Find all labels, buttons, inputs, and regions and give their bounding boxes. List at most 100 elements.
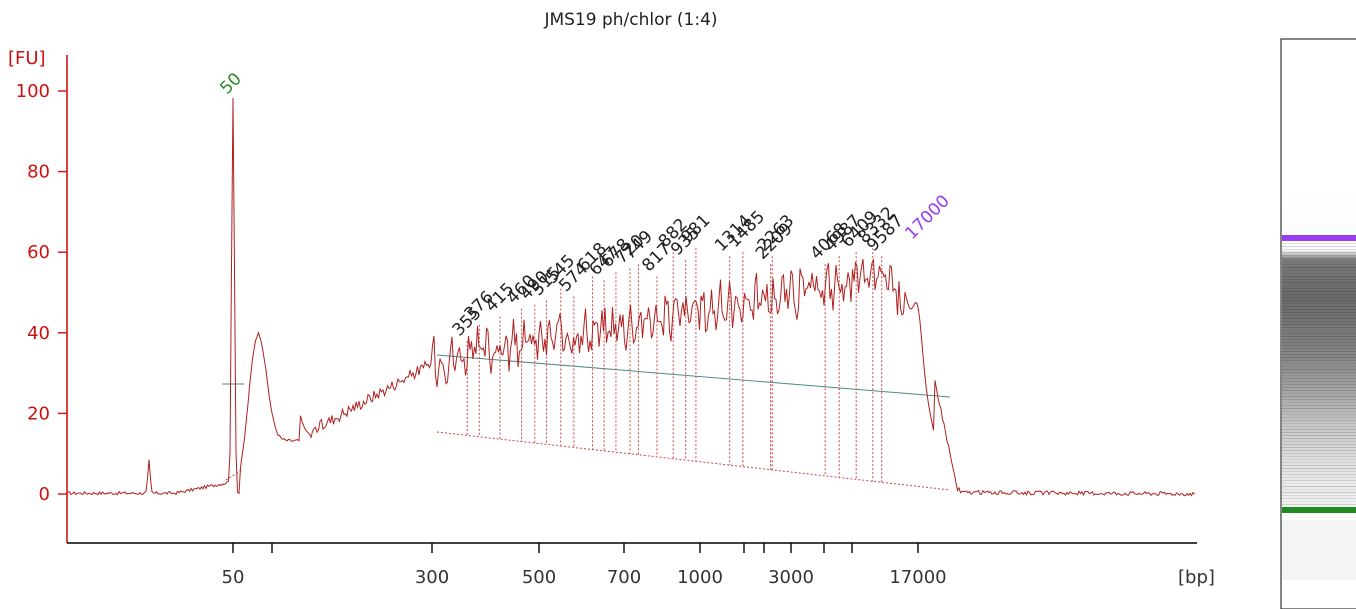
gel-stripe — [1282, 474, 1356, 475]
gel-stripe — [1282, 342, 1356, 343]
gel-stripe — [1282, 294, 1356, 295]
gel-stripe — [1282, 324, 1356, 325]
gel-stripe — [1282, 366, 1356, 367]
gel-stripe — [1282, 495, 1356, 496]
gel-stripe — [1282, 453, 1356, 454]
gel-stripe — [1282, 318, 1356, 319]
gel-stripe — [1282, 270, 1356, 271]
gel-stripe — [1282, 309, 1356, 310]
y-tick-label: 80 — [27, 162, 50, 183]
gel-stripe — [1282, 489, 1356, 490]
gel-stripe — [1282, 498, 1356, 499]
smear-baseline — [222, 248, 951, 491]
gel-lower-marker-band — [1282, 507, 1356, 513]
gel-stripe — [1282, 360, 1356, 361]
gel-stripe — [1282, 429, 1356, 430]
gel-stripe — [1282, 501, 1356, 502]
gel-stripe — [1282, 405, 1356, 406]
gel-stripe — [1282, 408, 1356, 409]
y-tick-label: 0 — [39, 484, 50, 505]
gel-stripe — [1282, 375, 1356, 376]
gel-stripe — [1282, 267, 1356, 268]
gel-stripe — [1282, 387, 1356, 388]
gel-stripe — [1282, 480, 1356, 481]
gel-stripe — [1282, 369, 1356, 370]
marker-label: 50 — [216, 69, 245, 98]
gel-stripe — [1282, 312, 1356, 313]
gel-stripe — [1282, 252, 1356, 253]
gel-stripe — [1282, 276, 1356, 277]
gel-image — [1280, 38, 1356, 609]
gel-stripe — [1282, 441, 1356, 442]
gel-stripe — [1282, 462, 1356, 463]
x-tick-label: 700 — [607, 567, 641, 588]
gel-stripe — [1282, 483, 1356, 484]
gel-stripe — [1282, 381, 1356, 382]
gel-stripe — [1282, 306, 1356, 307]
gel-bands — [1282, 243, 1356, 505]
chart-title: JMS19 ph/chlor (1:4) — [544, 10, 718, 30]
gel-stripe — [1282, 321, 1356, 322]
marker-label: 17000 — [901, 191, 953, 243]
gel-stripe — [1282, 420, 1356, 421]
gel-stripe — [1282, 393, 1356, 394]
gel-stripe — [1282, 354, 1356, 355]
gel-stripe — [1282, 426, 1356, 427]
gel-stripe — [1282, 384, 1356, 385]
gel-stripe — [1282, 447, 1356, 448]
y-tick-label: 100 — [16, 81, 50, 102]
gel-stripe — [1282, 417, 1356, 418]
gel-stripe — [1282, 288, 1356, 289]
gel-stripe — [1282, 396, 1356, 397]
y-tick-label: 40 — [27, 323, 50, 344]
y-axis-unit: [FU] — [8, 48, 46, 69]
x-axis-unit: [bp] — [1178, 567, 1215, 588]
marker-baseline — [225, 469, 243, 481]
x-tick-label: 17000 — [889, 567, 946, 588]
x-tick-label: 50 — [222, 567, 245, 588]
gel-stripe — [1282, 282, 1356, 283]
gel-stripe — [1282, 246, 1356, 247]
gel-stripe — [1282, 291, 1356, 292]
electropherogram-chart: [FU] [bp] 0 20 40 60 80 100 50 300 500 700 1000 30… — [8, 48, 1215, 588]
x-tick-label: 500 — [522, 567, 556, 588]
gel-stripe — [1282, 297, 1356, 298]
gel-stripe — [1282, 402, 1356, 403]
gel-stripe — [1282, 399, 1356, 400]
gel-stripe — [1282, 423, 1356, 424]
gel-stripe — [1282, 435, 1356, 436]
gel-stripe — [1282, 465, 1356, 466]
gel-upper-marker-band — [1282, 235, 1356, 241]
gel-stripe — [1282, 264, 1356, 265]
x-tick-label: 300 — [415, 567, 449, 588]
gel-stripe — [1282, 438, 1356, 439]
x-tick-label: 3000 — [768, 567, 814, 588]
gel-stripe — [1282, 477, 1356, 478]
gel-stripe — [1282, 279, 1356, 280]
gel-stripe — [1282, 390, 1356, 391]
gel-stripe — [1282, 450, 1356, 451]
gel-stripe — [1282, 258, 1356, 259]
gel-stripe — [1282, 330, 1356, 331]
x-tick-label: 1000 — [677, 567, 723, 588]
gel-stripe — [1282, 471, 1356, 472]
gel-stripe — [1282, 285, 1356, 286]
x-ticks: 50 300 500 700 1000 3000 17000 — [222, 543, 947, 588]
gel-stripe — [1282, 315, 1356, 316]
gel-stripe — [1282, 363, 1356, 364]
gel-stripe — [1282, 444, 1356, 445]
gel-stripe — [1282, 348, 1356, 349]
axes: [FU] [bp] — [8, 48, 1215, 588]
gel-stripe — [1282, 357, 1356, 358]
gel-stripe — [1282, 411, 1356, 412]
gel-bottom-shade — [1282, 520, 1356, 580]
gel-stripe — [1282, 333, 1356, 334]
gel-stripe — [1282, 345, 1356, 346]
gel-stripe — [1282, 468, 1356, 469]
gel-stripe — [1282, 249, 1356, 250]
gel-stripe — [1282, 459, 1356, 460]
trace-layer — [67, 97, 1195, 497]
gel-stripe — [1282, 372, 1356, 373]
y-tick-label: 20 — [27, 403, 50, 424]
series-trace — [67, 97, 1195, 497]
